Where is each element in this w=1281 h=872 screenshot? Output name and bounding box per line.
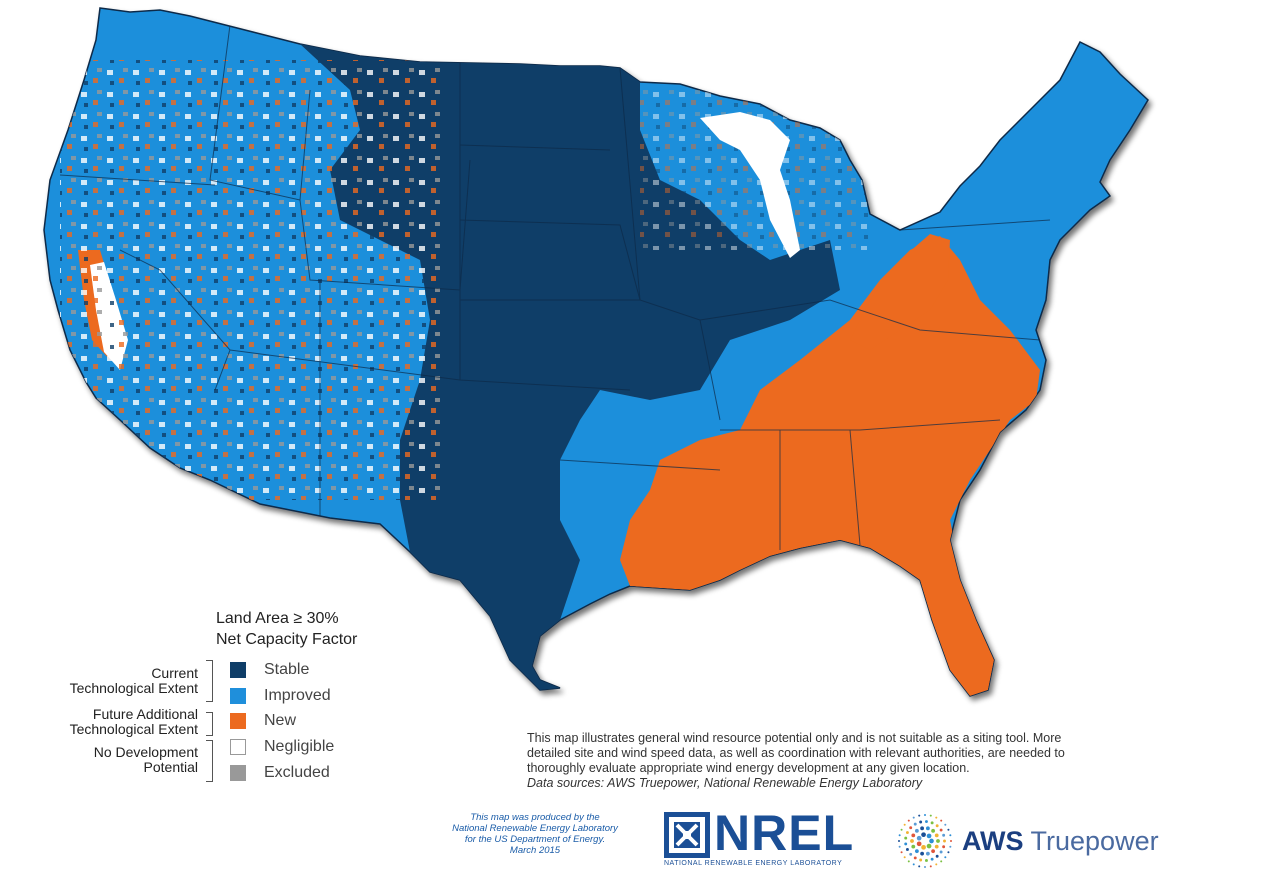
swatch-new [230,713,246,729]
aws-burst-icon [898,814,952,868]
group-future-line1: Future Additional [92,706,198,722]
aws-wordmark-rest: Truepower [1030,826,1159,856]
bracket-no-development [206,740,213,782]
group-future-line2: Technological Extent [69,721,198,737]
group-no-development-line1: No Development [93,744,198,760]
group-no-development: No Development Potential [94,745,198,775]
state-borders [59,24,1051,550]
production-credit: This map was produced by the National Re… [430,812,640,856]
map-legend: Land Area ≥ 30% Net Capacity Factor Curr… [30,600,390,790]
group-current-line2: Technological Extent [69,680,198,696]
swatch-excluded [230,765,246,781]
great-lakes [700,112,800,258]
disclaimer-line3: thoroughly evaluate appropriate wind ene… [527,761,970,775]
data-sources: Data sources: AWS Truepower, National Re… [527,776,923,790]
aws-wordmark-bold: AWS [962,826,1024,856]
region-new-southeast [620,236,1040,696]
legend-label-stable: Stable [264,661,310,678]
region-new-appalachia [850,234,950,350]
disclaimer-line2: detailed site and wind speed data, as we… [527,746,1065,760]
map-regions [59,24,1051,696]
group-no-development-line2: Potential [143,759,198,775]
nrel-logo: NREL NATIONAL RENEWABLE ENERGY LABORATOR… [664,805,888,870]
nrel-wordmark: NREL [714,805,855,861]
legend-item-new: New [230,711,296,731]
legend-title: Land Area ≥ 30% Net Capacity Factor [216,608,376,650]
credit-line4: March 2015 [509,845,561,856]
legend-title-line1: Land Area ≥ 30% [216,610,339,627]
legend-item-improved: Improved [230,686,331,706]
legend-label-improved: Improved [264,687,331,704]
legend-label-new: New [264,712,297,729]
nrel-subtitle: NATIONAL RENEWABLE ENERGY LABORATORY [664,860,843,867]
legend-item-excluded: Excluded [230,763,330,783]
group-current: Current Technological Extent [70,666,198,696]
bracket-current [206,660,213,702]
aws-wordmark: AWS Truepower [962,826,1159,857]
swatch-negligible [230,739,246,755]
swatch-improved [230,688,246,704]
legend-label-excluded: Excluded [264,764,330,781]
bracket-future [206,712,213,736]
legend-item-stable: Stable [230,660,309,680]
legend-title-line2: Net Capacity Factor [216,631,358,648]
disclaimer-line1: This map illustrates general wind resour… [527,731,1062,745]
aws-truepower-logo: AWS Truepower [896,812,1196,872]
group-current-line1: Current [151,665,198,681]
credit-line1: This map was produced by the [470,812,600,823]
map-disclaimer: This map illustrates general wind resour… [527,731,1187,791]
nrel-mark-icon [664,812,710,858]
swatch-stable [230,662,246,678]
legend-label-negligible: Negligible [264,738,335,755]
credit-line2: National Renewable Energy Laboratory [452,823,618,834]
credit-line3: for the US Department of Energy. [464,834,606,845]
legend-item-negligible: Negligible [230,737,334,757]
region-speckle-west [60,60,440,500]
group-future: Future Additional Technological Extent [70,707,198,737]
